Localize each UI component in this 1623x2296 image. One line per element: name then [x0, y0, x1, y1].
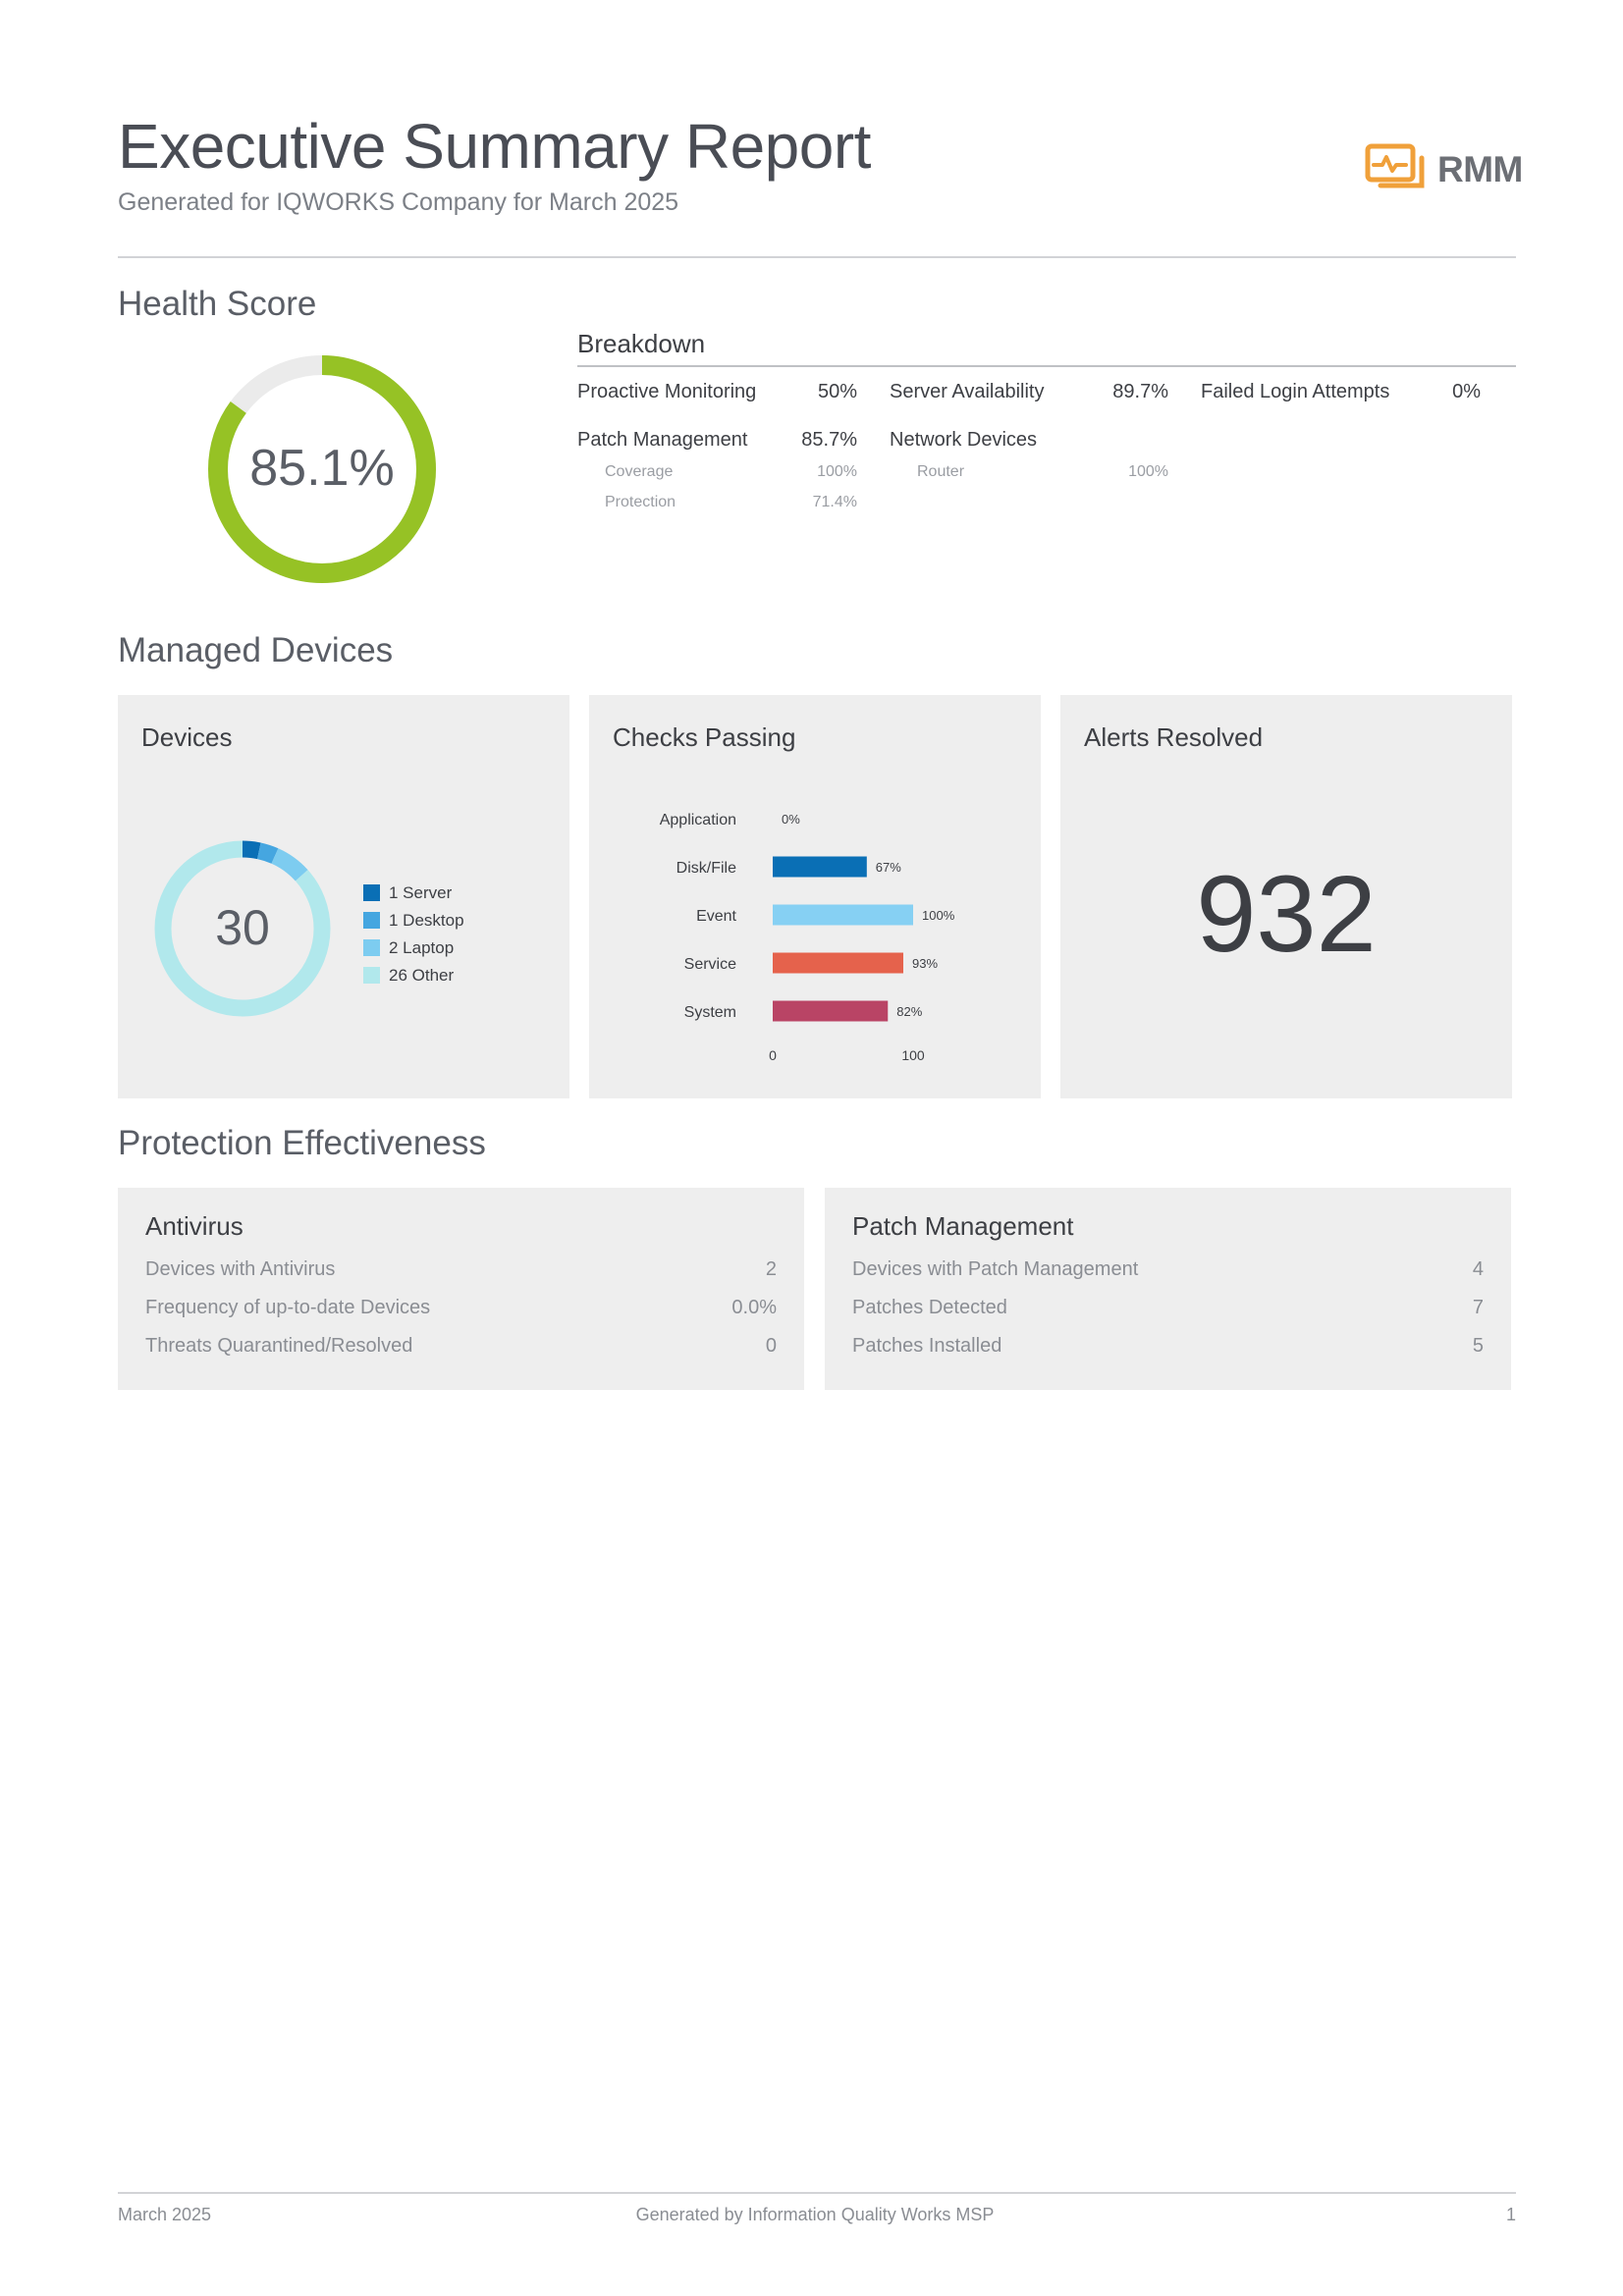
antivirus-row-label: Devices with Antivirus	[145, 1258, 336, 1280]
footer-generated-by: Generated by Information Quality Works M…	[635, 2205, 995, 2224]
patch-row-value: 4	[1472, 1258, 1484, 1280]
antivirus-row: Frequency of up-to-date Devices 0.0%	[145, 1297, 777, 1326]
breakdown-heading: Breakdown	[577, 329, 706, 358]
protection-effectiveness-heading: Protection Effectiveness	[118, 1124, 486, 1162]
health-gauge-arc	[208, 355, 436, 583]
footer-page-number: 1	[1505, 2205, 1516, 2224]
chart-bar	[773, 1000, 889, 1022]
patch-row-value: 5	[1472, 1335, 1484, 1357]
protection-value: 71.4%	[812, 494, 857, 510]
logo-text: RMM	[1437, 149, 1523, 189]
server-availability-label: Server Availability	[890, 381, 1045, 402]
chart-category-label: Application	[660, 812, 736, 828]
patch-row: Patches Detected 7	[852, 1297, 1484, 1326]
legend-label: 1 Desktop	[389, 911, 464, 930]
proactive-monitoring-label: Proactive Monitoring	[577, 381, 757, 402]
patch-management-label: Patch Management	[577, 429, 748, 451]
antivirus-card: Antivirus Devices with Antivirus 2 Frequ…	[118, 1188, 804, 1390]
router-label: Router	[917, 463, 965, 480]
chart-category-label: System	[684, 1004, 736, 1021]
chart-value-label: 82%	[896, 1004, 922, 1019]
proactive-monitoring-value: 50%	[817, 381, 857, 402]
antivirus-row-value: 2	[765, 1258, 777, 1280]
legend-label: 2 Laptop	[389, 938, 455, 957]
health-score-value: 85.1%	[249, 440, 394, 497]
chart-bar	[773, 856, 867, 878]
patch-row-label: Patches Detected	[852, 1297, 1007, 1318]
antivirus-card-title: Antivirus	[145, 1211, 243, 1241]
legend-swatch	[363, 912, 380, 929]
chart-value-label: 0%	[782, 812, 800, 827]
patch-management-card: Patch Management Devices with Patch Mana…	[825, 1188, 1511, 1390]
footer-divider	[118, 2192, 1516, 2194]
rmm-logo: RMM	[1365, 143, 1523, 194]
report-subtitle: Generated for IQWORKS Company for March …	[118, 188, 679, 216]
monitor-pulse-icon	[1365, 143, 1425, 188]
legend-swatch	[363, 967, 380, 984]
devices-donut-slice	[154, 840, 331, 1017]
alerts-card-title: Alerts Resolved	[1084, 722, 1264, 752]
devices-card: Devices 30 1 Server 1 Desktop 2 Laptop 2…	[118, 695, 569, 1098]
legend-swatch	[363, 884, 380, 901]
chart-value-label: 93%	[912, 956, 938, 971]
chart-value-label: 100%	[922, 908, 955, 923]
patch-row-label: Devices with Patch Management	[852, 1258, 1139, 1280]
report-title: Executive Summary Report	[118, 111, 871, 182]
antivirus-row-label: Threats Quarantined/Resolved	[145, 1335, 413, 1357]
chart-category-label: Service	[684, 956, 736, 973]
header-divider	[118, 256, 1516, 258]
coverage-label: Coverage	[605, 463, 674, 480]
network-devices-label: Network Devices	[890, 429, 1038, 451]
health-score-heading: Health Score	[118, 285, 317, 323]
alerts-resolved-card: Alerts Resolved 932	[1060, 695, 1512, 1098]
antivirus-row-label: Frequency of up-to-date Devices	[145, 1297, 431, 1318]
coverage-value: 100%	[817, 463, 857, 480]
antivirus-row-value: 0	[765, 1335, 777, 1357]
checks-passing-card: Checks Passing Application 0% Disk/File 67%…	[589, 695, 1041, 1098]
legend-label: 26 Other	[389, 966, 455, 985]
patch-row-value: 7	[1472, 1297, 1484, 1318]
alerts-resolved-value: 932	[1196, 854, 1377, 975]
patch-row: Devices with Patch Management 4	[852, 1258, 1484, 1288]
devices-card-title: Devices	[141, 722, 233, 752]
checks-card-title: Checks Passing	[613, 722, 796, 752]
patch-row: Patches Installed 5	[852, 1335, 1484, 1364]
managed-devices-heading: Managed Devices	[118, 631, 394, 669]
legend-label: 1 Server	[389, 883, 453, 902]
antivirus-row-value: 0.0%	[731, 1297, 777, 1318]
breakdown-divider	[577, 365, 1516, 367]
footer-date: March 2025	[118, 2205, 212, 2224]
antivirus-row: Devices with Antivirus 2	[145, 1258, 777, 1288]
router-value: 100%	[1128, 463, 1168, 480]
chart-category-label: Disk/File	[676, 860, 736, 877]
chart-x-tick: 0	[769, 1047, 777, 1063]
failed-login-label: Failed Login Attempts	[1201, 381, 1390, 402]
devices-total: 30	[215, 900, 270, 955]
health-score-gauge: 85.1%	[204, 351, 440, 587]
antivirus-row: Threats Quarantined/Resolved 0	[145, 1335, 777, 1364]
protection-label: Protection	[605, 494, 676, 510]
checks-passing-chart: Application 0% Disk/File 67% Event 100% Servic…	[660, 812, 955, 1063]
patch-management-value: 85.7%	[801, 429, 857, 451]
patch-card-title: Patch Management	[852, 1211, 1074, 1241]
devices-donut-chart: 30	[154, 840, 331, 1017]
chart-bar	[773, 952, 903, 974]
patch-row-label: Patches Installed	[852, 1335, 1002, 1357]
chart-x-tick: 100	[901, 1047, 925, 1063]
server-availability-value: 89.7%	[1112, 381, 1168, 402]
chart-value-label: 67%	[876, 860, 901, 875]
chart-category-label: Event	[696, 908, 736, 925]
chart-bar	[773, 904, 913, 926]
failed-login-value: 0%	[1452, 381, 1481, 402]
legend-swatch	[363, 939, 380, 956]
